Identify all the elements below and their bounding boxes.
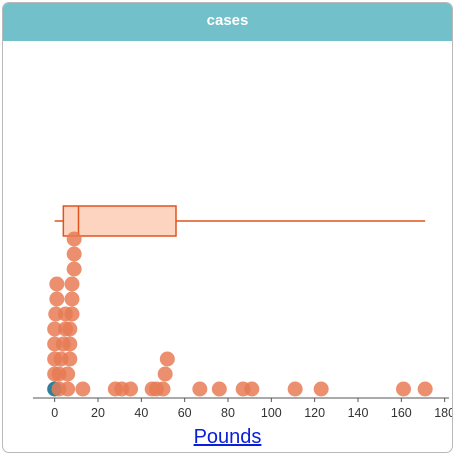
x-axis-label[interactable]: Pounds — [193, 426, 262, 448]
data-point[interactable] — [123, 381, 138, 397]
data-point[interactable] — [66, 231, 82, 247]
x-tick-label: 40 — [134, 406, 148, 420]
data-point[interactable] — [75, 381, 91, 397]
data-point[interactable] — [396, 381, 411, 397]
data-point[interactable] — [211, 381, 227, 397]
data-point[interactable] — [49, 276, 65, 292]
data-point[interactable] — [157, 366, 173, 382]
data-point[interactable] — [64, 291, 80, 307]
data-point[interactable] — [64, 306, 80, 322]
x-tick-label: 60 — [178, 406, 192, 420]
dot-plot[interactable]: 0 20 40 60 80 100 120 140 160 180 — [3, 3, 453, 453]
x-tick-label: 180 — [434, 406, 453, 420]
data-point[interactable] — [60, 381, 76, 397]
boxplot-box[interactable] — [62, 205, 177, 237]
data-point[interactable] — [66, 261, 82, 277]
data-point[interactable] — [287, 381, 303, 397]
x-tick-label: 120 — [304, 406, 325, 420]
x-tick-label: 140 — [348, 406, 369, 420]
x-tick-label: 160 — [391, 406, 412, 420]
data-point[interactable] — [47, 321, 63, 337]
x-tick-label: 20 — [91, 406, 105, 420]
x-tick-label: 80 — [221, 406, 235, 420]
data-point[interactable] — [159, 351, 175, 367]
data-point[interactable] — [62, 351, 78, 367]
data-point[interactable] — [60, 366, 76, 382]
data-point[interactable] — [417, 381, 433, 397]
data-point[interactable] — [49, 291, 65, 307]
x-tick-label: 0 — [51, 406, 58, 420]
data-point[interactable] — [64, 276, 80, 292]
data-point[interactable] — [62, 336, 78, 352]
graph-panel: cases 0 20 40 60 80 100 120 140 160 180 Pounds — [2, 2, 453, 453]
data-point[interactable] — [313, 381, 329, 397]
x-tick-label: 100 — [261, 406, 282, 420]
data-point[interactable] — [66, 246, 82, 262]
data-point[interactable] — [244, 381, 260, 397]
data-point[interactable] — [62, 321, 78, 337]
graph-title[interactable]: cases — [3, 3, 452, 41]
data-point[interactable] — [155, 381, 171, 397]
data-point[interactable] — [192, 381, 208, 397]
